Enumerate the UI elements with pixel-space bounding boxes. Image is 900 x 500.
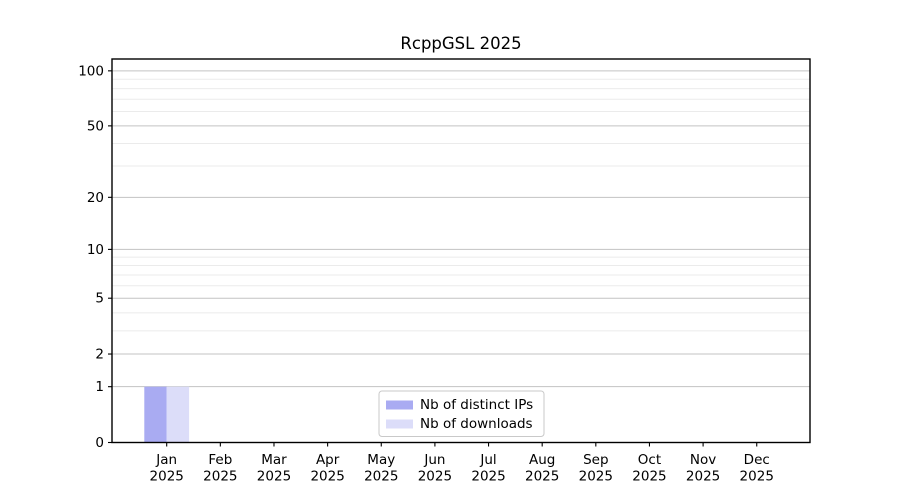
legend-label-downloads: Nb of downloads [420,416,533,432]
y-tick-label: 5 [95,291,104,307]
y-tick-label: 50 [87,118,104,134]
y-tick-label: 1 [95,379,104,395]
x-tick-label-year: 2025 [686,469,720,485]
x-tick-label-month: Mar [261,452,287,468]
plot-area [112,59,810,443]
y-tick-label: 2 [95,347,104,363]
x-tick-label-month: Oct [638,452,661,468]
legend-swatch-distinct-ips [386,400,413,410]
x-tick-label-year: 2025 [257,469,291,485]
x-tick-label-month: Aug [529,452,555,468]
x-tick-label-year: 2025 [471,469,505,485]
x-tick-label-year: 2025 [150,469,184,485]
y-tick-label: 20 [87,190,104,206]
bar-downloads [166,386,190,443]
x-tick-label-year: 2025 [579,469,613,485]
x-tick-label-month: Nov [690,452,716,468]
legend-box [378,390,545,437]
plot-border [111,58,811,444]
y-tick-label: 100 [78,63,104,79]
x-tick-label-year: 2025 [310,469,344,485]
x-tick-label-year: 2025 [418,469,452,485]
x-tick-label-month: Dec [744,452,770,468]
x-tick-label-year: 2025 [203,469,237,485]
x-tick-label-month: Sep [583,452,608,468]
y-tick-label: 0 [95,435,104,451]
x-tick-label-month: May [367,452,395,468]
x-tick-label-month: Feb [208,452,232,468]
x-tick-label-month: Jul [479,452,496,468]
x-tick-label-month: Jan [155,452,177,468]
chart-title: RcppGSL 2025 [400,34,521,53]
x-tick-label-month: Jun [423,452,445,468]
x-tick-label-month: Apr [316,452,340,468]
x-tick-label-year: 2025 [632,469,666,485]
legend-swatch-downloads [386,419,413,429]
x-tick-label-year: 2025 [525,469,559,485]
bar-distinct-ips [144,386,167,443]
x-tick-label-year: 2025 [364,469,398,485]
legend-label-distinct-ips: Nb of distinct IPs [420,397,533,413]
x-tick-label-year: 2025 [740,469,774,485]
y-tick-label: 10 [87,242,104,258]
